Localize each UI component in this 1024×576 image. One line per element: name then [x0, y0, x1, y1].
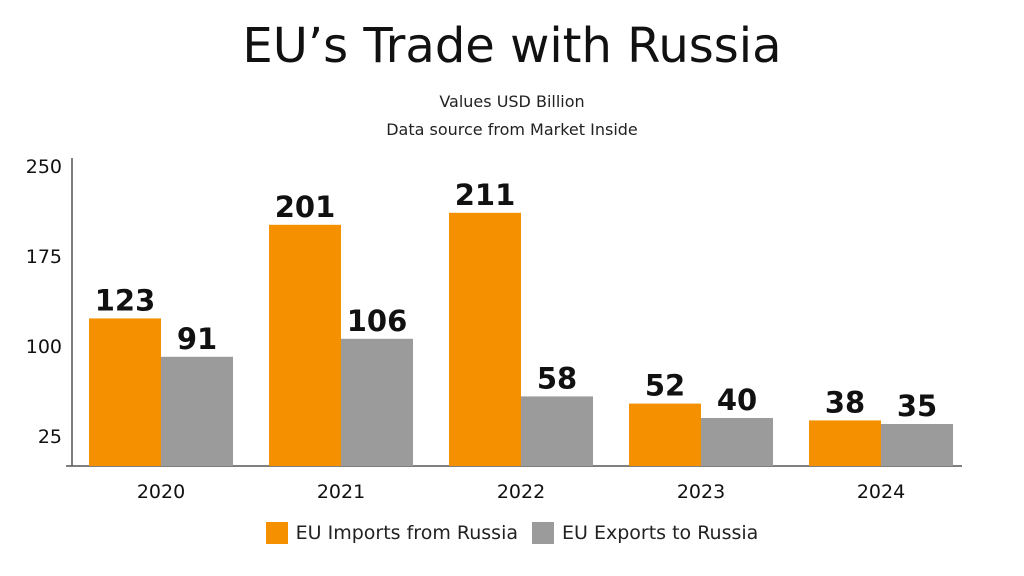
data-label-exports-2021: 106 — [347, 304, 408, 338]
y-tick-label-175: 175 — [26, 246, 62, 268]
bar-exports-2023 — [701, 418, 773, 466]
legend-item-exports: EU Exports to Russia — [532, 522, 758, 544]
data-label-exports-2022: 58 — [537, 361, 577, 395]
legend-item-imports: EU Imports from Russia — [265, 522, 518, 544]
x-tick-label-2022: 2022 — [497, 481, 545, 503]
bar-exports-2022 — [521, 396, 593, 466]
legend-swatch-exports — [532, 522, 554, 544]
bar-imports-2022 — [449, 212, 521, 466]
data-label-exports-2020: 91 — [177, 322, 217, 356]
bar-exports-2021 — [341, 338, 413, 466]
chart-subtitle: Values USD Billion — [439, 92, 585, 111]
data-label-imports-2020: 123 — [95, 283, 156, 317]
legend-label-exports: EU Exports to Russia — [562, 522, 759, 544]
data-label-exports-2023: 40 — [717, 383, 757, 417]
chart-title: EU’s Trade with Russia — [242, 18, 782, 74]
x-tick-label-2023: 2023 — [677, 481, 725, 503]
data-label-imports-2024: 38 — [825, 385, 865, 419]
y-tick-label-25: 25 — [38, 426, 62, 448]
bar-imports-2020 — [89, 318, 161, 466]
bar-exports-2020 — [161, 356, 233, 466]
y-tick-label-250: 250 — [26, 156, 62, 178]
bar-exports-2024 — [881, 424, 953, 466]
legend-swatch-imports — [265, 522, 288, 544]
y-tick-label-100: 100 — [26, 336, 62, 358]
data-label-imports-2023: 52 — [645, 369, 685, 403]
data-source-note: Data source from Market Inside — [386, 120, 638, 139]
bar-imports-2024 — [809, 420, 881, 466]
chart-legend: EU Imports from Russia EU Exports to Rus… — [0, 522, 1024, 544]
legend-label-imports: EU Imports from Russia — [295, 522, 518, 544]
x-tick-label-2024: 2024 — [857, 481, 905, 503]
data-label-imports-2022: 211 — [455, 178, 516, 212]
data-label-imports-2021: 201 — [275, 190, 336, 224]
x-tick-label-2021: 2021 — [317, 481, 365, 503]
x-tick-label-2020: 2020 — [137, 481, 185, 503]
data-label-exports-2024: 35 — [897, 389, 937, 423]
bar-imports-2021 — [269, 224, 341, 466]
bar-imports-2023 — [629, 403, 701, 466]
